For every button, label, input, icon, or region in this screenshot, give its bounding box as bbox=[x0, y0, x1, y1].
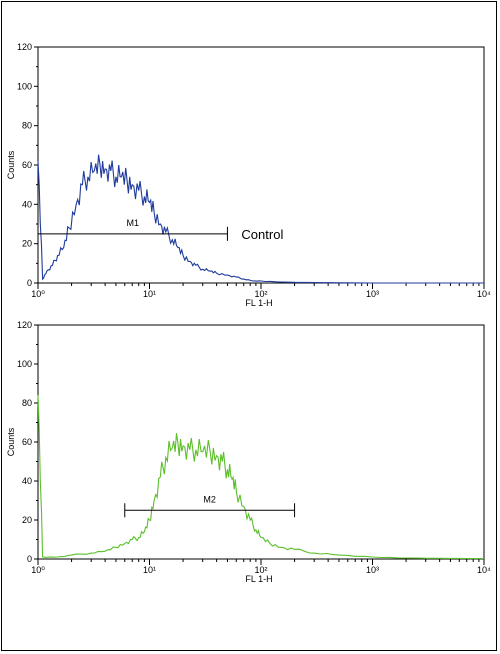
histogram-series-line bbox=[37, 154, 484, 284]
y-tick-label: 100 bbox=[17, 81, 32, 91]
x-tick-label: 10⁰ bbox=[31, 565, 45, 575]
y-tick-label: 120 bbox=[17, 320, 32, 330]
y-tick-label: 100 bbox=[17, 359, 32, 369]
y-tick-label: 60 bbox=[22, 160, 32, 170]
x-axis-title: FL 1-H bbox=[245, 574, 272, 584]
sample-histogram-panel: 0 20 40 60 80 100 120 10⁰ 10¹ 10² 10³ 10⁴ FL 1-H Coun… bbox=[6, 320, 491, 584]
y-tick-label: 40 bbox=[22, 199, 32, 209]
y-tick-label: 0 bbox=[27, 278, 32, 288]
y-tick-label: 20 bbox=[22, 515, 32, 525]
x-tick-label: 10² bbox=[254, 565, 267, 575]
y-tick-label: 40 bbox=[22, 476, 32, 486]
x-tick-label: 10¹ bbox=[143, 565, 156, 575]
gate-marker-label: M1 bbox=[126, 218, 139, 228]
gate-marker-label: M2 bbox=[203, 494, 216, 504]
x-tick-label: 10² bbox=[254, 289, 267, 299]
y-tick-label: 20 bbox=[22, 239, 32, 249]
x-tick-label: 10⁴ bbox=[477, 565, 491, 575]
x-tick-label: 10⁰ bbox=[31, 289, 45, 299]
x-tick-label: 10⁴ bbox=[477, 289, 491, 299]
y-axis-title: Counts bbox=[6, 150, 16, 179]
control-histogram-panel: 0 20 40 60 80 100 120 10⁰ 10¹ 10² 10³ 10⁴ FL 1-H Coun… bbox=[6, 42, 491, 308]
x-tick-label: 10³ bbox=[366, 289, 379, 299]
histogram-series-line bbox=[37, 395, 484, 560]
y-tick-label: 60 bbox=[22, 437, 32, 447]
plot-area-frame bbox=[37, 46, 485, 284]
x-tick-label: 10³ bbox=[366, 565, 379, 575]
control-annotation: Control bbox=[241, 227, 283, 242]
y-tick-label: 80 bbox=[22, 398, 32, 408]
y-tick-label: 0 bbox=[27, 554, 32, 564]
y-axis-title: Counts bbox=[6, 427, 16, 456]
y-tick-label: 120 bbox=[17, 42, 32, 52]
plot-area-frame bbox=[37, 324, 485, 560]
y-tick-label: 80 bbox=[22, 121, 32, 131]
x-axis-title: FL 1-H bbox=[245, 298, 272, 308]
x-tick-label: 10¹ bbox=[143, 289, 156, 299]
